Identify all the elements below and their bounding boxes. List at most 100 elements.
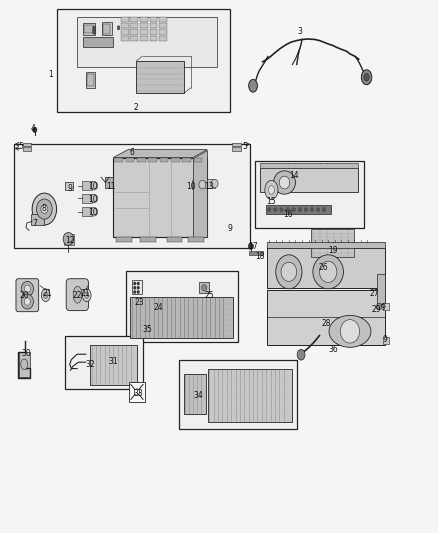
Bar — [113, 158, 207, 237]
Bar — [65, 336, 143, 389]
Bar — [150, 36, 157, 41]
Bar — [260, 163, 358, 168]
Ellipse shape — [21, 281, 33, 296]
Bar — [18, 281, 36, 309]
Ellipse shape — [274, 207, 277, 212]
FancyBboxPatch shape — [16, 279, 39, 312]
Bar — [131, 36, 138, 41]
Ellipse shape — [137, 290, 140, 294]
Bar — [194, 158, 202, 163]
Bar — [114, 158, 123, 163]
Text: 4: 4 — [31, 124, 36, 133]
Ellipse shape — [297, 350, 305, 360]
Bar — [83, 37, 113, 47]
Ellipse shape — [91, 207, 98, 216]
Text: 31: 31 — [109, 357, 118, 366]
Text: 11: 11 — [106, 182, 116, 191]
Bar — [159, 36, 167, 41]
Ellipse shape — [361, 70, 372, 85]
Bar — [232, 143, 241, 147]
Bar — [199, 282, 209, 293]
Bar — [106, 177, 113, 188]
Text: 28: 28 — [321, 319, 331, 328]
Ellipse shape — [21, 294, 33, 309]
Text: 7: 7 — [32, 220, 37, 229]
Ellipse shape — [21, 359, 28, 369]
Text: 17: 17 — [249, 242, 258, 251]
Bar — [136, 61, 184, 93]
Bar — [121, 23, 129, 28]
Bar — [19, 352, 29, 377]
Ellipse shape — [268, 207, 271, 212]
Bar — [267, 290, 385, 345]
Text: 6: 6 — [129, 148, 134, 157]
Bar — [65, 182, 73, 190]
Bar — [127, 271, 238, 342]
Ellipse shape — [92, 26, 96, 30]
Text: 30: 30 — [21, 349, 31, 358]
Bar — [131, 29, 138, 35]
Ellipse shape — [322, 207, 326, 212]
Bar — [188, 237, 204, 242]
Ellipse shape — [134, 286, 136, 289]
Ellipse shape — [32, 193, 57, 225]
Bar — [140, 36, 148, 41]
Text: 33: 33 — [134, 389, 144, 398]
Text: 16: 16 — [283, 211, 293, 220]
Bar — [102, 22, 112, 35]
Bar — [159, 17, 167, 22]
Text: 9: 9 — [382, 335, 387, 344]
Text: 10: 10 — [187, 182, 196, 191]
Bar — [148, 158, 157, 163]
Bar — [255, 161, 364, 228]
Bar — [22, 147, 31, 151]
Text: 25: 25 — [204, 291, 214, 300]
Ellipse shape — [274, 171, 295, 194]
Bar — [166, 237, 182, 242]
Bar — [126, 158, 134, 163]
Bar — [87, 74, 94, 86]
Text: 10: 10 — [88, 182, 98, 191]
Text: 27: 27 — [369, 289, 379, 298]
Bar — [150, 17, 157, 22]
Bar — [131, 23, 138, 28]
Bar — [159, 23, 167, 28]
Ellipse shape — [319, 261, 337, 282]
Text: 35: 35 — [142, 325, 152, 334]
Ellipse shape — [304, 207, 307, 212]
Text: 9: 9 — [67, 184, 72, 193]
Text: 22: 22 — [72, 291, 82, 300]
Bar — [84, 25, 94, 33]
Ellipse shape — [92, 30, 96, 34]
Bar — [131, 297, 233, 338]
Bar — [377, 274, 385, 304]
Ellipse shape — [91, 181, 98, 190]
Polygon shape — [193, 150, 207, 237]
Ellipse shape — [279, 176, 290, 189]
Ellipse shape — [24, 285, 30, 293]
Text: 1: 1 — [49, 70, 53, 78]
Text: 14: 14 — [289, 171, 299, 180]
Text: 34: 34 — [193, 391, 203, 400]
Bar — [266, 205, 331, 214]
Text: 9: 9 — [380, 303, 385, 312]
Bar — [184, 374, 206, 414]
Ellipse shape — [32, 127, 37, 133]
Bar — [22, 143, 31, 147]
Text: 20: 20 — [20, 291, 29, 300]
Text: 26: 26 — [319, 263, 328, 271]
Text: 15: 15 — [267, 197, 276, 206]
Text: 29: 29 — [371, 304, 381, 313]
Ellipse shape — [199, 180, 206, 189]
Bar — [131, 17, 138, 22]
Bar — [182, 158, 191, 163]
Text: 21: 21 — [42, 289, 52, 298]
Bar — [103, 23, 110, 34]
Ellipse shape — [281, 262, 297, 281]
Bar — [383, 303, 389, 310]
Bar — [171, 158, 180, 163]
Bar — [31, 214, 44, 225]
Ellipse shape — [316, 207, 320, 212]
Bar — [150, 29, 157, 35]
Text: 10: 10 — [88, 208, 98, 217]
